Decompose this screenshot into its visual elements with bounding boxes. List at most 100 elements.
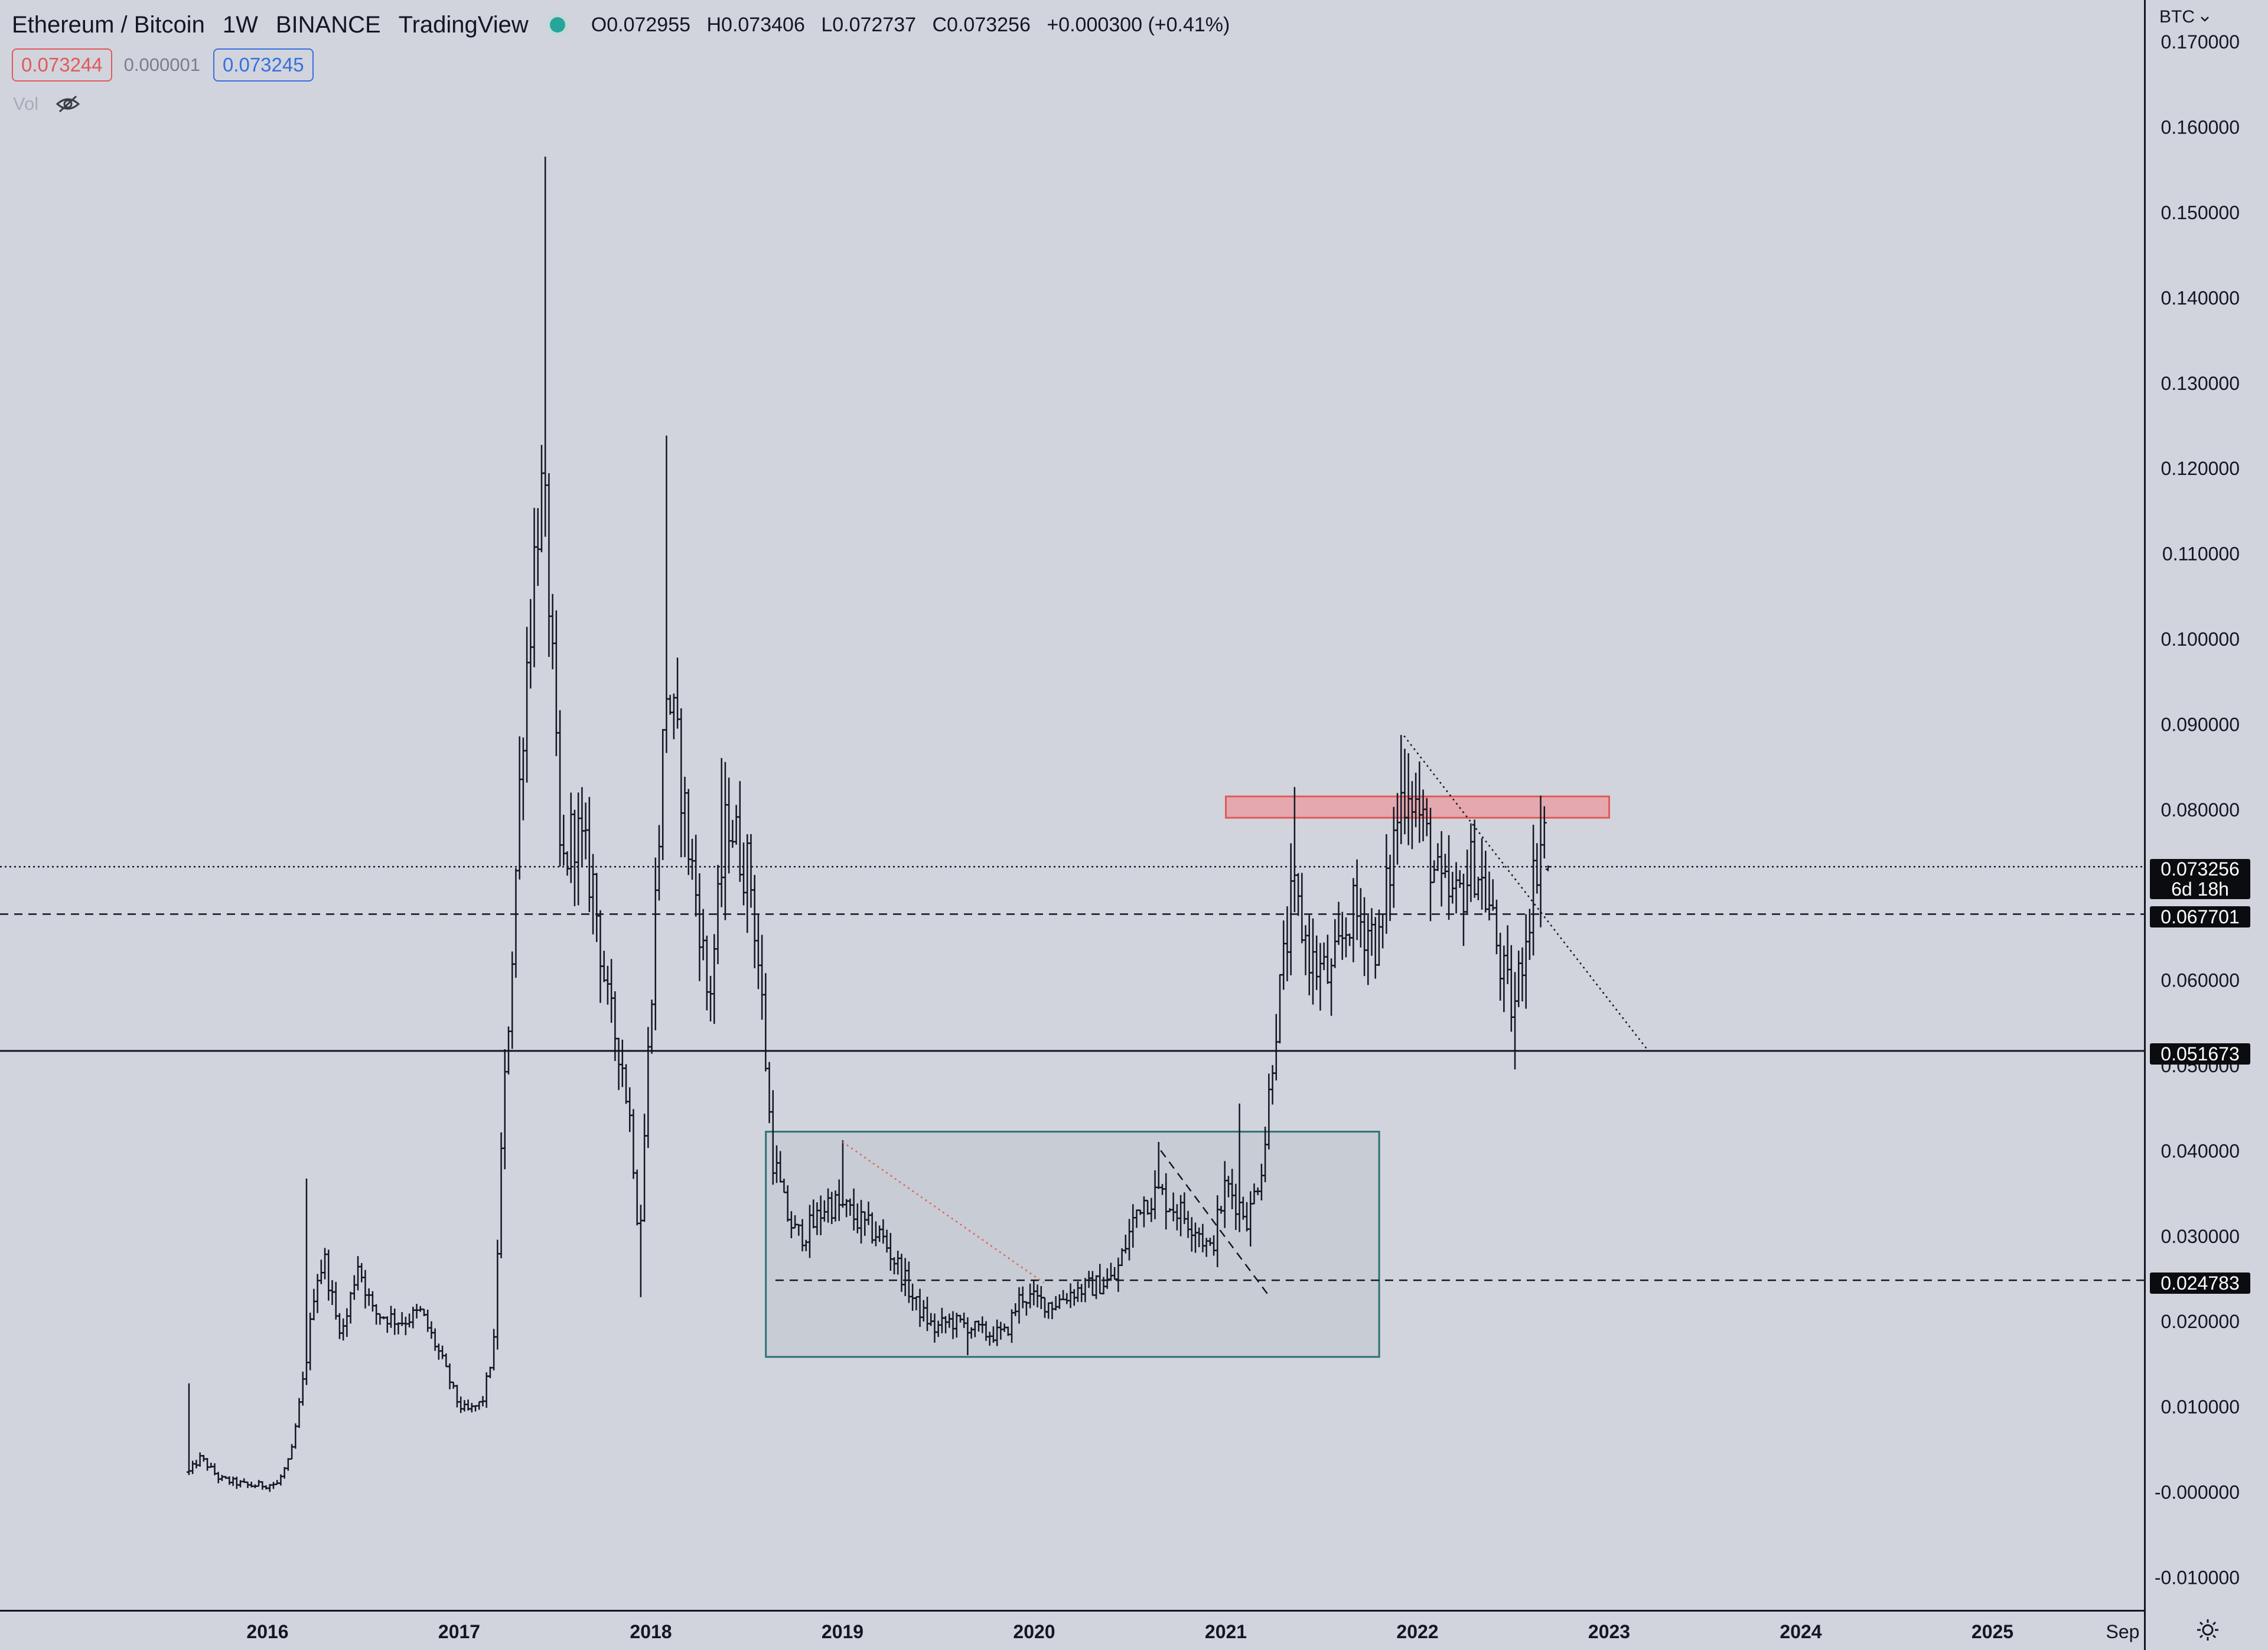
- sell-button[interactable]: 0.073244: [12, 48, 112, 82]
- ohlc-bar: [1487, 871, 1492, 921]
- timeframe-label[interactable]: 1W: [222, 11, 258, 38]
- price-tick-label: 0.020000: [2161, 1311, 2240, 1332]
- ohlc-bar: [686, 789, 691, 876]
- ohlc-bar: [1285, 906, 1290, 982]
- ohlc-bar: [1399, 735, 1404, 844]
- price-tick-label: 0.110000: [2162, 544, 2240, 565]
- range-line-price-tag: 0.024783: [2150, 1273, 2250, 1294]
- price-tick-label: -0.000000: [2155, 1482, 2240, 1503]
- accumulation-range-box: [765, 1131, 1380, 1358]
- buy-button[interactable]: 0.073245: [213, 48, 314, 82]
- ohlc-bar: [1457, 870, 1462, 888]
- ohlc-bar: [458, 1396, 464, 1413]
- ohlc-bar: [1366, 915, 1371, 985]
- ohlc-bar: [326, 1249, 331, 1301]
- time-tick-label: 2024: [1780, 1621, 1821, 1642]
- ohlc-bar: [484, 1372, 489, 1408]
- ohlc-bar: [620, 1039, 625, 1088]
- ohlc-bar: [1270, 1065, 1275, 1105]
- ohlc-bar: [341, 1318, 346, 1341]
- gear-icon[interactable]: [2195, 1618, 2220, 1642]
- time-tick-label: 2025: [1972, 1621, 2013, 1642]
- ohlc-bar: [344, 1308, 350, 1337]
- ohlc-bar: [1531, 825, 1536, 956]
- ohlc-bar: [760, 935, 765, 1020]
- currency-selector[interactable]: BTC: [2159, 7, 2210, 27]
- ohlc-bar: [528, 598, 533, 689]
- low-value: L0.072737: [821, 13, 917, 36]
- ohlc-bar: [1387, 854, 1393, 922]
- ohlc-bar: [689, 838, 695, 880]
- volume-legend[interactable]: Vol: [13, 93, 81, 115]
- ohlc-bar: [227, 1476, 232, 1485]
- price-axis-border: [2144, 0, 2146, 1650]
- chart-drawings-back: [0, 795, 2144, 1358]
- eye-slash-icon[interactable]: [55, 94, 81, 114]
- ohlc-bar: [1358, 888, 1363, 948]
- time-axis-border: [0, 1610, 2144, 1612]
- ohlc-bar: [234, 1476, 239, 1489]
- ohlc-bar: [1483, 851, 1488, 913]
- ohlc-bar: [649, 1000, 654, 1054]
- last-price-value: 0.073256: [2161, 858, 2240, 880]
- ohlc-bar: [726, 777, 732, 874]
- time-tick-label: 2016: [246, 1621, 288, 1642]
- ohlc-bar: [543, 157, 548, 537]
- change-value: +0.000300 (+0.41%): [1047, 13, 1230, 36]
- ohlc-bar: [520, 737, 526, 821]
- ohlc-bar: [1351, 878, 1356, 962]
- ohlc-bar: [1545, 865, 1550, 871]
- ohlc-bar: [1505, 925, 1510, 984]
- quote-row: 0.073244 0.000001 0.073245: [12, 48, 314, 82]
- ohlc-bar: [1329, 958, 1334, 1016]
- ohlc-bar: [1490, 879, 1495, 911]
- ohlc-bar: [704, 935, 709, 1011]
- ohlc-bar: [440, 1345, 445, 1359]
- price-tick-label: 0.100000: [2161, 629, 2240, 650]
- ohlc-bar: [1523, 914, 1529, 1009]
- ohlc-bar: [719, 758, 724, 907]
- time-tick-label: 2019: [822, 1621, 863, 1642]
- ohlc-bar: [1432, 860, 1437, 883]
- price-tick-label: 0.090000: [2161, 714, 2240, 735]
- ohlc-bar: [219, 1475, 224, 1481]
- ohlc-bar: [598, 910, 603, 1003]
- symbol-legend[interactable]: Ethereum / Bitcoin 1W BINANCE TradingVie…: [12, 8, 1240, 41]
- ohlc-bar: [558, 710, 563, 867]
- ohlc-bar: [535, 508, 540, 586]
- time-tick-label: 2018: [630, 1621, 672, 1642]
- ohlc-bar: [609, 959, 614, 1023]
- ohlc-bar: [333, 1281, 338, 1320]
- price-tick-label: 0.130000: [2161, 373, 2240, 394]
- ohlc-bar: [1373, 917, 1378, 979]
- ohlc-bar: [1508, 945, 1514, 1032]
- ohlc-bar: [572, 809, 577, 906]
- symbol-title[interactable]: Ethereum / Bitcoin: [12, 11, 205, 38]
- trendline-1: [1403, 735, 1648, 1050]
- ohlc-bar: [432, 1328, 438, 1351]
- ohlc-bar: [586, 797, 592, 912]
- ohlc-bar: [553, 610, 559, 756]
- ohlc-bar: [384, 1316, 390, 1333]
- ohlc-bar: [513, 868, 519, 978]
- ohlc-bar: [734, 805, 739, 845]
- ohlc-bar: [1376, 909, 1381, 966]
- ohlc-bar: [1461, 873, 1466, 946]
- ohlc-bar: [675, 658, 680, 729]
- ohlc-bar: [510, 951, 515, 1049]
- ohlc-bar: [642, 1114, 647, 1222]
- ohlc-bar: [1513, 972, 1518, 1070]
- ohlc-bar: [697, 873, 702, 981]
- ohlc-bar: [462, 1400, 467, 1412]
- ohlc-bar: [682, 776, 687, 857]
- resistance-zone: [1225, 795, 1610, 819]
- ohlc-bar: [1465, 850, 1470, 913]
- ohlc-bar: [568, 792, 573, 883]
- ohlc-bar: [447, 1363, 452, 1389]
- currency-label: BTC: [2159, 7, 2195, 27]
- ohlc-bar: [594, 873, 599, 942]
- ohlc-bar: [311, 1288, 317, 1320]
- ohlc-values: O0.072955 H0.073406 L0.072737 C0.073256 …: [591, 14, 1241, 37]
- ohlc-bar: [1391, 806, 1396, 908]
